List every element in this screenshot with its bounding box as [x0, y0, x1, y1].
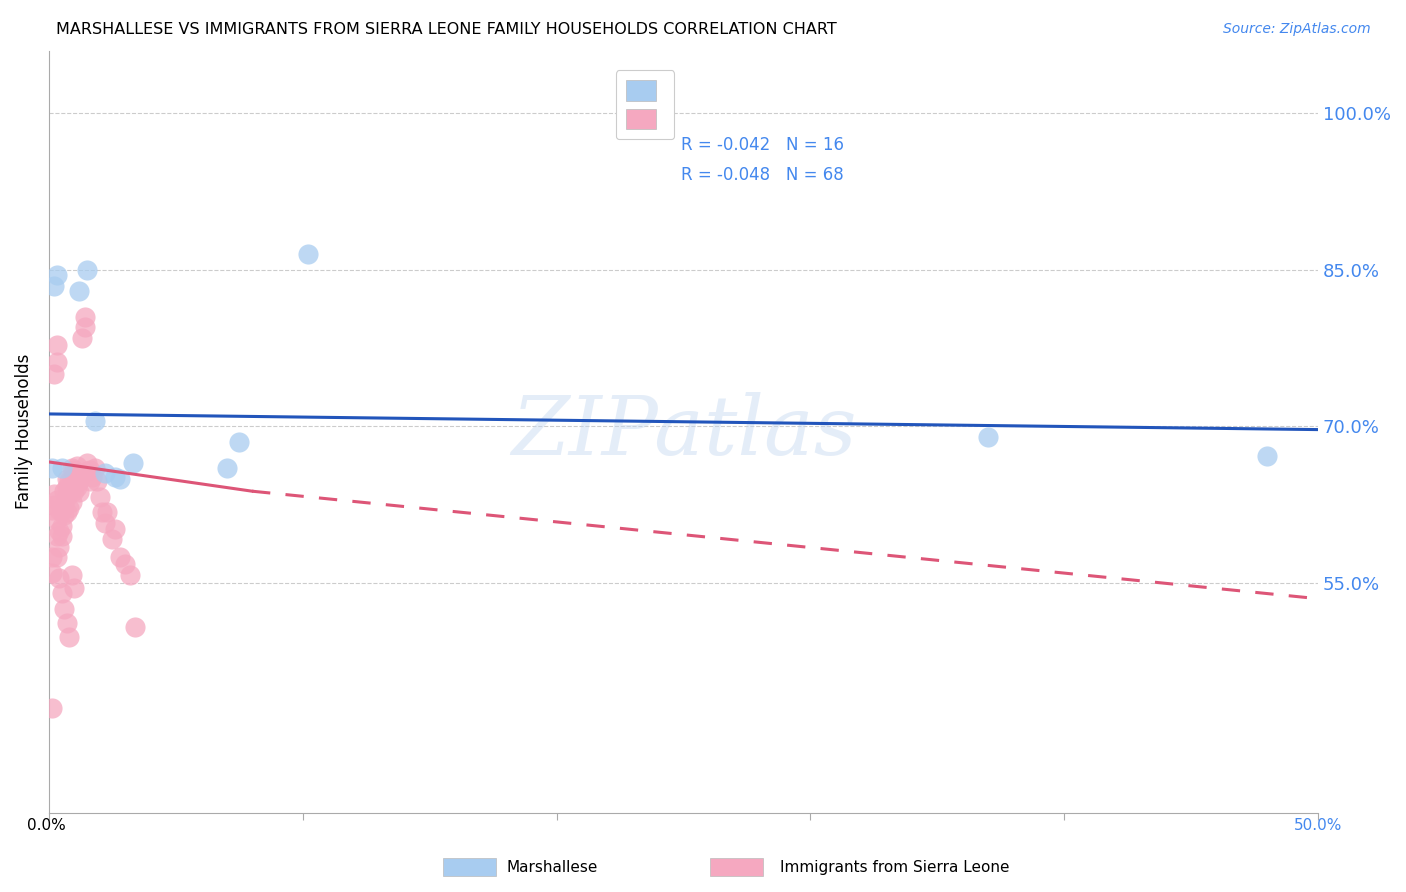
- Point: [76, 263, 98, 277]
- Point: [108, 549, 131, 564]
- Point: [45, 338, 67, 352]
- Point: [108, 472, 131, 486]
- Point: [76, 456, 98, 470]
- Text: Marshallese: Marshallese: [506, 860, 598, 874]
- Point: [41, 701, 63, 715]
- Point: [58, 474, 80, 488]
- Text: 50.0%: 50.0%: [1294, 818, 1343, 833]
- Point: [41, 461, 63, 475]
- Point: [48, 524, 70, 538]
- Point: [121, 456, 143, 470]
- Point: [51, 518, 73, 533]
- Point: [83, 414, 105, 428]
- Point: [53, 508, 76, 523]
- Point: [91, 505, 114, 519]
- Point: [297, 247, 319, 261]
- Point: [79, 474, 101, 488]
- Point: [58, 484, 80, 499]
- Point: [51, 461, 73, 475]
- Point: [45, 268, 67, 282]
- Point: [96, 505, 118, 519]
- Point: [114, 558, 136, 572]
- Point: [42, 278, 65, 293]
- Point: [53, 602, 76, 616]
- Point: [51, 503, 73, 517]
- Text: Immigrants from Sierra Leone: Immigrants from Sierra Leone: [780, 860, 1010, 874]
- Point: [45, 492, 67, 507]
- Point: [45, 513, 67, 527]
- Point: [79, 463, 101, 477]
- Point: [60, 494, 83, 508]
- Point: [42, 368, 65, 382]
- Point: [215, 461, 238, 475]
- Point: [76, 464, 98, 478]
- Point: [66, 459, 89, 474]
- Text: ZIPatlas: ZIPatlas: [510, 392, 856, 472]
- Text: R = -0.048   N = 68: R = -0.048 N = 68: [681, 166, 844, 185]
- Point: [41, 503, 63, 517]
- Point: [104, 469, 127, 483]
- Point: [60, 472, 83, 486]
- Point: [48, 571, 70, 585]
- Point: [67, 284, 90, 298]
- Point: [45, 355, 67, 369]
- Point: [42, 487, 65, 501]
- Point: [124, 620, 146, 634]
- Point: [45, 549, 67, 564]
- Point: [63, 484, 86, 499]
- Point: [55, 472, 77, 486]
- Point: [55, 615, 77, 630]
- Point: [67, 474, 90, 488]
- Point: [89, 491, 111, 505]
- Point: [94, 467, 117, 481]
- Point: [63, 474, 86, 488]
- Point: [66, 469, 89, 483]
- Text: MARSHALLESE VS IMMIGRANTS FROM SIERRA LEONE FAMILY HOUSEHOLDS CORRELATION CHART: MARSHALLESE VS IMMIGRANTS FROM SIERRA LE…: [56, 22, 837, 37]
- Text: Source: ZipAtlas.com: Source: ZipAtlas.com: [1223, 22, 1371, 37]
- Point: [82, 469, 104, 483]
- Point: [45, 529, 67, 543]
- Text: 0.0%: 0.0%: [27, 818, 66, 833]
- Point: [86, 474, 108, 488]
- Point: [51, 529, 73, 543]
- Point: [63, 581, 86, 595]
- Point: [60, 480, 83, 494]
- Point: [83, 461, 105, 475]
- Point: [55, 505, 77, 519]
- Point: [60, 461, 83, 475]
- Point: [67, 485, 90, 500]
- Point: [42, 498, 65, 512]
- Point: [60, 567, 83, 582]
- Point: [73, 320, 96, 334]
- Point: [977, 430, 1000, 444]
- Point: [51, 586, 73, 600]
- Point: [58, 630, 80, 644]
- Point: [120, 567, 142, 582]
- Point: [228, 435, 250, 450]
- Point: [66, 480, 89, 494]
- Point: [101, 532, 124, 546]
- Point: [58, 500, 80, 515]
- Y-axis label: Family Households: Family Households: [15, 354, 32, 509]
- Point: [48, 503, 70, 517]
- Legend: , : ,: [616, 70, 673, 139]
- Point: [53, 498, 76, 512]
- Point: [53, 484, 76, 499]
- Point: [94, 516, 117, 530]
- Point: [55, 491, 77, 505]
- Point: [63, 463, 86, 477]
- Point: [1256, 449, 1278, 463]
- Point: [104, 522, 127, 536]
- Point: [73, 310, 96, 324]
- Point: [70, 331, 93, 345]
- Point: [55, 480, 77, 494]
- Point: [41, 549, 63, 564]
- Text: R = -0.042   N = 16: R = -0.042 N = 16: [681, 136, 844, 154]
- Point: [48, 540, 70, 554]
- Point: [41, 566, 63, 580]
